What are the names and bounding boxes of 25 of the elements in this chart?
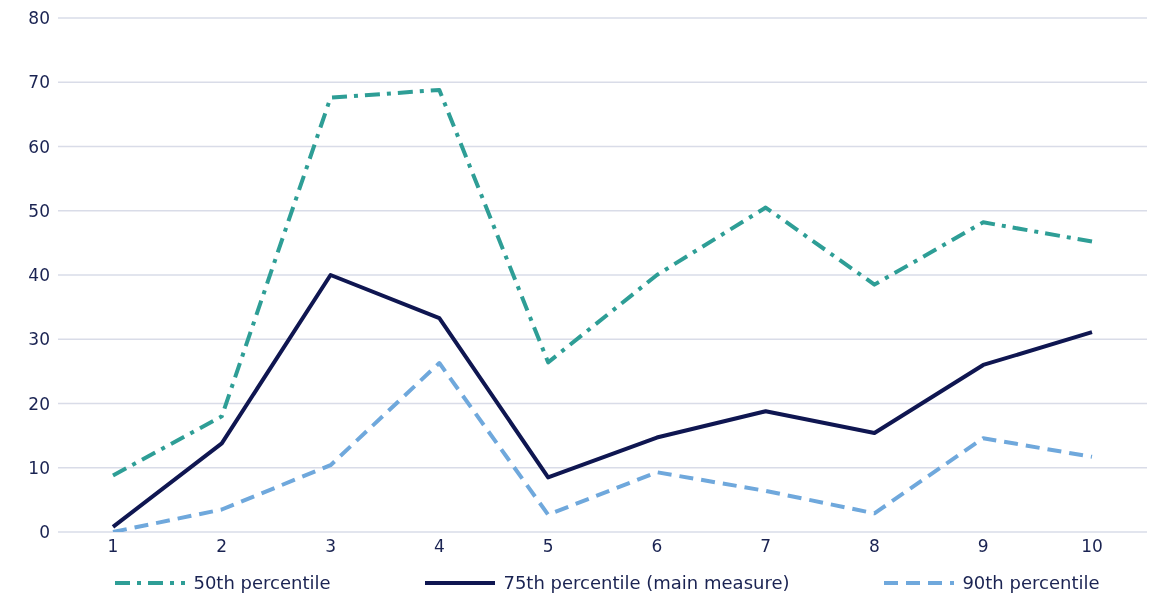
y-tick-label: 80 [28, 8, 50, 29]
x-tick-label: 7 [760, 536, 772, 557]
y-tick-label: 70 [28, 72, 50, 93]
x-tick-label: 3 [325, 536, 336, 557]
legend-label: 50th percentile [192, 572, 331, 593]
x-tick-label: 1 [107, 536, 119, 557]
x-tick-label: 9 [977, 536, 989, 557]
y-tick-label: 20 [28, 393, 50, 414]
y-tick-label: 40 [28, 265, 50, 286]
y-tick-label: 60 [28, 136, 50, 157]
y-tick-label: 50 [28, 200, 50, 221]
x-tick-label: 4 [433, 536, 445, 557]
legend-label: 90th percentile [961, 572, 1100, 593]
line-series [111, 87, 1094, 478]
y-tick-label: 10 [28, 457, 50, 478]
x-tick-label: 8 [869, 536, 880, 557]
line-series [111, 361, 1094, 532]
x-tick-label: 5 [542, 536, 554, 557]
line-series [111, 273, 1094, 529]
y-tick-label: 30 [28, 329, 50, 350]
x-tick-label: 10 [1081, 536, 1103, 557]
x-tick-label: 2 [216, 536, 228, 557]
legend-label: 75th percentile (main measure) [502, 572, 790, 593]
y-tick-label: 0 [39, 522, 50, 543]
x-tick-label: 6 [651, 536, 663, 557]
